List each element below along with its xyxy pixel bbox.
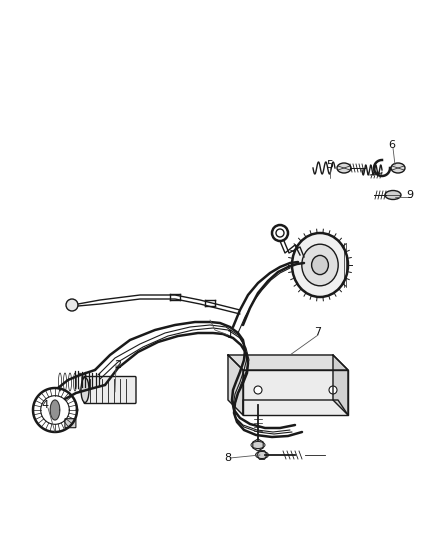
Text: 5: 5 bbox=[326, 160, 333, 170]
Ellipse shape bbox=[81, 377, 89, 402]
Circle shape bbox=[254, 386, 261, 394]
Text: 9: 9 bbox=[406, 190, 413, 200]
Text: 7: 7 bbox=[314, 327, 321, 337]
Text: 8: 8 bbox=[224, 453, 231, 463]
Ellipse shape bbox=[301, 244, 337, 286]
Text: 1: 1 bbox=[226, 330, 233, 340]
Text: 6: 6 bbox=[388, 140, 395, 150]
Ellipse shape bbox=[311, 255, 328, 274]
Polygon shape bbox=[227, 355, 243, 415]
Circle shape bbox=[66, 299, 78, 311]
FancyBboxPatch shape bbox=[65, 419, 76, 427]
Polygon shape bbox=[50, 400, 60, 420]
Ellipse shape bbox=[390, 163, 404, 173]
Polygon shape bbox=[227, 355, 347, 370]
Ellipse shape bbox=[336, 163, 350, 173]
FancyBboxPatch shape bbox=[84, 376, 136, 403]
Circle shape bbox=[328, 386, 336, 394]
Ellipse shape bbox=[291, 233, 347, 297]
Text: 2: 2 bbox=[114, 360, 121, 370]
Polygon shape bbox=[332, 355, 347, 415]
Ellipse shape bbox=[384, 190, 400, 199]
Polygon shape bbox=[243, 370, 347, 415]
Text: 4: 4 bbox=[41, 400, 49, 410]
